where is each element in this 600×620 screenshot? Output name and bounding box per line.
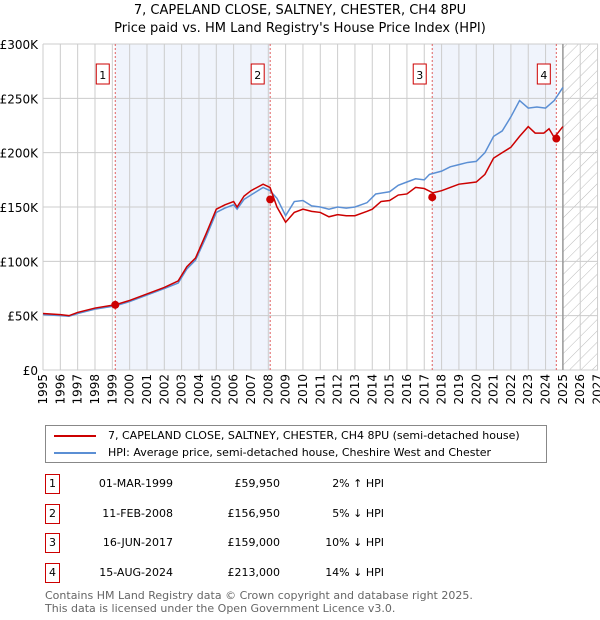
- sale-price: £213,000: [227, 565, 281, 579]
- x-tick-label: 2001: [140, 374, 154, 405]
- y-tick-label: £50K: [7, 310, 39, 324]
- sale-row: 3 16-JUN-2017 £159,000 10% ↓ HPI: [45, 533, 445, 553]
- sale-number: 1: [45, 474, 60, 494]
- legend-swatch-blue: [54, 451, 96, 454]
- sale-marker-box: [95, 63, 110, 85]
- x-tick-label: 2005: [209, 374, 223, 405]
- sale-date: 01-MAR-1999: [98, 477, 173, 490]
- price-chart: 1995 1996 1997 1998 1999 2000 2001 2002 2003 2004…: [0, 38, 600, 405]
- x-tick-label: 1996: [53, 374, 67, 405]
- y-tick-label: £300K: [0, 38, 39, 52]
- x-tick-label: 2023: [521, 374, 535, 405]
- sale-marker-box: [536, 63, 551, 85]
- sale-point: [428, 193, 437, 202]
- x-tick-label: 2003: [175, 374, 189, 405]
- sale-marker-box: [412, 63, 427, 85]
- x-tick-label: 2026: [573, 374, 587, 405]
- sale-point: [111, 300, 120, 309]
- x-tick-label: 2012: [331, 374, 345, 405]
- x-tick-label: 2008: [261, 374, 275, 405]
- x-tick-label: 2009: [279, 374, 293, 405]
- x-tick-label: 2000: [123, 374, 137, 405]
- sale-date: 15-AUG-2024: [99, 565, 173, 579]
- x-tick-label: 1999: [105, 374, 119, 405]
- sale-number: 2: [45, 503, 60, 524]
- sale-row: 4 15-AUG-2024 £213,000 14% ↓ HPI: [45, 562, 445, 583]
- sale-hpi-diff: 14% ↓ HPI: [325, 565, 384, 579]
- x-tick-label: 2011: [313, 374, 327, 405]
- sale-hpi-diff: 10% ↓ HPI: [325, 536, 384, 549]
- sale-date: 16-JUN-2017: [102, 536, 173, 549]
- footer: Contains HM Land Registry data © Crown c…: [45, 589, 473, 615]
- legend-item-hpi: HPI: Average price, semi-detached house,…: [54, 446, 491, 459]
- legend: 7, CAPELAND CLOSE, SALTNEY, CHESTER, CH4…: [45, 425, 547, 463]
- sale-date: 11-FEB-2008: [102, 506, 173, 520]
- x-tick-label: 1995: [36, 374, 50, 405]
- x-tick-label: 2027: [591, 374, 600, 405]
- x-tick-label: 2021: [487, 374, 501, 405]
- legend-item-property: 7, CAPELAND CLOSE, SALTNEY, CHESTER, CH4…: [54, 429, 520, 442]
- x-tick-label: 2020: [469, 374, 483, 405]
- x-tick-label: 2015: [383, 374, 397, 405]
- sale-hpi-diff: 2% ↑ HPI: [332, 477, 384, 490]
- y-tick-label: £200K: [0, 147, 39, 161]
- sale-price: £156,950: [227, 506, 281, 520]
- property-price-line: [42, 125, 564, 317]
- sale-marker-box: [250, 63, 265, 85]
- x-tick-label: 2006: [227, 374, 241, 405]
- y-tick-label: £0: [23, 364, 38, 378]
- x-tick-label: 2002: [157, 374, 171, 405]
- x-tick-label: 2018: [435, 374, 449, 405]
- sale-point: [552, 134, 561, 143]
- x-tick-label: 2004: [192, 374, 206, 405]
- footer-line-2: This data is licensed under the Open Gov…: [45, 602, 396, 615]
- x-tick-label: 2025: [556, 374, 570, 405]
- x-tick-label: 2007: [244, 374, 258, 405]
- y-tick-label: £100K: [0, 255, 39, 269]
- sale-marker-label: 2: [254, 69, 261, 82]
- sale-number: 4: [45, 562, 60, 583]
- legend-swatch-red: [54, 434, 96, 437]
- y-tick-label: £150K: [0, 201, 39, 215]
- sale-marker-label: 4: [540, 69, 547, 82]
- x-tick-label: 1997: [71, 374, 85, 405]
- sale-number: 3: [45, 533, 60, 553]
- x-tick-label: 2014: [365, 374, 379, 405]
- sale-row: 1 01-MAR-1999 £59,950 2% ↑ HPI: [45, 474, 445, 494]
- x-tick-label: 1998: [88, 374, 102, 405]
- hpi-line: [42, 87, 564, 317]
- sale-row: 2 11-FEB-2008 £156,950 5% ↓ HPI: [45, 503, 445, 524]
- sale-point: [266, 195, 275, 204]
- chart-title: 7, CAPELAND CLOSE, SALTNEY, CHESTER, CH4…: [133, 3, 467, 18]
- x-tick-label: 2013: [348, 374, 362, 405]
- legend-label: 7, CAPELAND CLOSE, SALTNEY, CHESTER, CH4…: [108, 429, 520, 442]
- x-tick-label: 2016: [400, 374, 414, 405]
- legend-label: HPI: Average price, semi-detached house,…: [108, 446, 492, 459]
- x-tick-label: 2022: [504, 374, 518, 405]
- x-tick-label: 2010: [296, 374, 310, 405]
- x-tick-label: 2017: [417, 374, 431, 405]
- sale-hpi-diff: 5% ↓ HPI: [332, 506, 384, 520]
- x-tick-label: 2019: [452, 374, 466, 405]
- chart-subtitle: Price paid vs. HM Land Registry's House …: [114, 21, 486, 36]
- sale-marker-label: 1: [99, 69, 106, 82]
- footer-line-1: Contains HM Land Registry data © Crown c…: [45, 589, 473, 602]
- sale-marker-label: 3: [416, 69, 423, 82]
- x-tick-label: 2024: [539, 374, 553, 405]
- sale-price: £159,000: [227, 536, 281, 549]
- y-tick-label: £250K: [0, 92, 39, 106]
- sale-price: £59,950: [234, 477, 281, 490]
